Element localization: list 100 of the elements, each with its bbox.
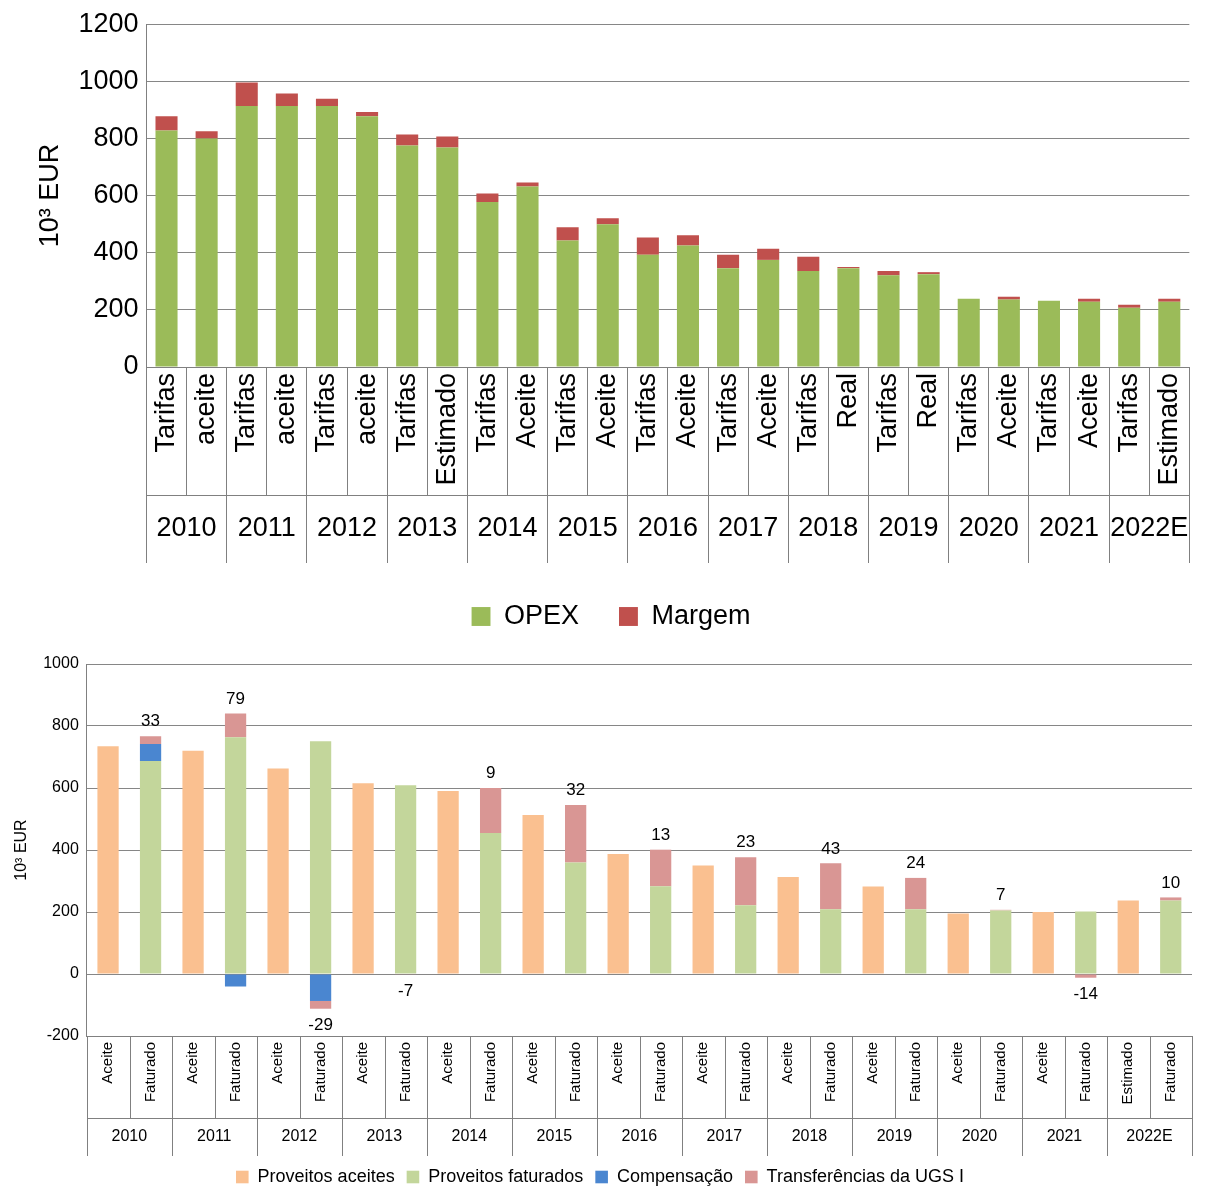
legend-label: Transferências da UGS I: [766, 1165, 965, 1186]
text: 2018: [798, 512, 859, 543]
x-tick-label: Faturado: [565, 1042, 583, 1103]
text: 2013: [366, 1127, 403, 1145]
x-tick-label: Aceite: [948, 1042, 966, 1084]
x-tick-label: Real: [912, 373, 943, 429]
x-tick-label: Faturado: [140, 1042, 158, 1103]
x-tick-label: Faturado: [310, 1042, 328, 1103]
text: 2020: [958, 512, 1019, 543]
annotation: 33: [141, 711, 161, 731]
x-tick-label: Aceite: [523, 1042, 541, 1084]
legend-label: Proveitos faturados: [428, 1165, 584, 1186]
x-tick-label: Tarifas: [952, 373, 983, 453]
text: 2010: [156, 512, 217, 543]
annotation: 7: [995, 885, 1006, 905]
y-tick-label: 600: [93, 179, 139, 210]
legend-label: OPEX: [503, 599, 580, 630]
x-tick-label: Tarifas: [711, 373, 742, 453]
x-tick-label: Faturado: [225, 1042, 243, 1103]
x-tick-label: Aceite: [1033, 1042, 1051, 1084]
legend-label: Proveitos aceites: [257, 1165, 395, 1186]
x-tick-label: Estimado: [1118, 1042, 1136, 1105]
x-tick-label: aceite: [350, 373, 381, 446]
text: 2017: [706, 1127, 743, 1145]
x-tick-label: Aceite: [353, 1042, 371, 1084]
x-tick-label: Tarifas: [390, 373, 421, 453]
y-tick-label: 1000: [78, 64, 139, 95]
x-tick-label: Faturado: [735, 1042, 753, 1103]
text: 2010: [111, 1127, 148, 1145]
x-tick-label: Aceite: [693, 1042, 711, 1084]
x-tick-label: Aceite: [183, 1042, 201, 1084]
y-tick-label: 1000: [43, 654, 79, 672]
text: 2015: [536, 1127, 573, 1145]
text: 2021: [1038, 512, 1100, 543]
x-tick-label: Aceite: [778, 1042, 796, 1084]
y-tick-label: 1200: [78, 7, 139, 38]
annotation: -7: [398, 980, 414, 1000]
text: 2018: [791, 1127, 828, 1145]
x-tick-label: Faturado: [990, 1042, 1008, 1103]
annotation: 10: [1161, 872, 1181, 892]
text: 2020: [961, 1127, 998, 1145]
x-tick-label: Aceite: [98, 1042, 116, 1084]
text: 2017: [718, 512, 779, 543]
annotation: 24: [906, 853, 926, 873]
x-tick-label: Aceite: [438, 1042, 456, 1084]
x-tick-label: Estimado: [430, 373, 461, 486]
x-tick-label: Tarifas: [551, 373, 582, 453]
y-tick-label: 0: [123, 350, 139, 381]
x-tick-label: Aceite: [268, 1042, 286, 1084]
x-tick-label: Faturado: [820, 1042, 838, 1103]
x-tick-label: Faturado: [905, 1042, 923, 1103]
y-tick-label: 200: [93, 293, 139, 324]
text: 2014: [451, 1127, 488, 1145]
x-tick-label: Tarifas: [310, 373, 341, 453]
x-tick-label: Tarifas: [149, 373, 180, 453]
annotation: 9: [485, 763, 496, 783]
x-tick-label: Aceite: [608, 1042, 626, 1084]
x-tick-label: Tarifas: [470, 373, 501, 453]
y-axis-title: 10³ EUR: [33, 143, 64, 248]
y-tick-label: -200: [46, 1026, 79, 1044]
x-tick-label: Tarifas: [871, 373, 902, 453]
x-tick-label: Faturado: [395, 1042, 413, 1103]
text: 2022E: [1110, 512, 1189, 543]
annotation: -14: [1073, 983, 1099, 1003]
annotation: 32: [566, 780, 586, 800]
y-tick-label: 800: [52, 716, 79, 734]
annotation: -29: [308, 1014, 333, 1034]
text: 2014: [477, 512, 538, 543]
x-tick-label: Faturado: [1160, 1042, 1178, 1103]
text: 2016: [621, 1127, 658, 1145]
y-tick-label: 800: [93, 121, 139, 152]
legend-label: Margem: [651, 599, 751, 630]
text: 2015: [557, 512, 618, 543]
y-tick-label: 400: [52, 840, 79, 858]
text: 2021: [1046, 1127, 1083, 1145]
x-tick-label: Faturado: [480, 1042, 498, 1103]
text: 2011: [197, 1127, 232, 1145]
text: 2019: [876, 1127, 913, 1145]
annotation: 23: [736, 832, 756, 852]
x-tick-label: Tarifas: [230, 373, 261, 453]
text: 2022E: [1126, 1127, 1173, 1145]
x-tick-label: Tarifas: [791, 373, 822, 453]
x-tick-label: Aceite: [1072, 373, 1103, 449]
x-tick-label: Faturado: [1075, 1042, 1093, 1103]
x-tick-label: Tarifas: [1112, 373, 1143, 453]
x-tick-label: Faturado: [650, 1042, 668, 1103]
x-tick-label: Tarifas: [1032, 373, 1063, 453]
x-tick-label: Real: [831, 373, 862, 429]
x-tick-label: Tarifas: [631, 373, 662, 453]
x-tick-label: Aceite: [591, 373, 622, 449]
annotation: 79: [226, 688, 246, 708]
x-tick-label: Aceite: [992, 373, 1023, 449]
legend-label: Compensação: [616, 1165, 734, 1186]
text: 2012: [316, 512, 378, 543]
text: 2012: [281, 1127, 318, 1145]
x-tick-label: Aceite: [510, 373, 541, 449]
y-tick-label: 600: [52, 778, 79, 796]
annotation: 43: [821, 838, 841, 858]
annotation: 13: [651, 824, 671, 844]
y-tick-label: 0: [69, 964, 79, 982]
